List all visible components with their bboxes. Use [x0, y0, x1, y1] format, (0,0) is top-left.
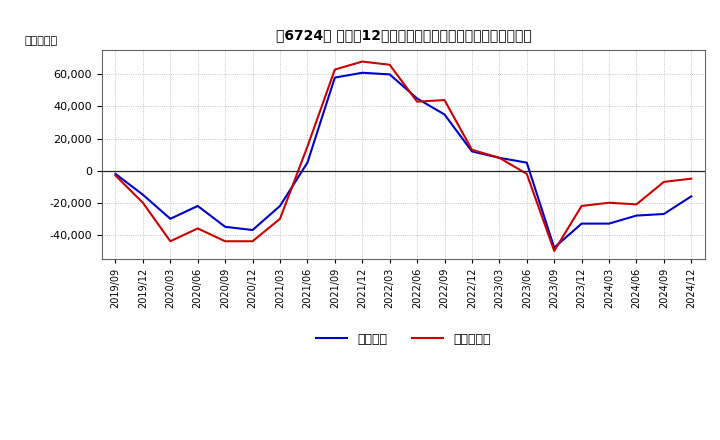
当期純利益	[111, 173, 120, 178]
経常利益	[413, 96, 421, 101]
経常利益	[605, 221, 613, 226]
当期純利益	[632, 202, 641, 207]
経常利益	[111, 171, 120, 176]
当期純利益	[358, 59, 366, 64]
当期純利益	[221, 238, 230, 244]
当期純利益	[138, 200, 147, 205]
当期純利益	[467, 147, 476, 152]
当期純利益	[385, 62, 394, 67]
当期純利益	[303, 144, 312, 149]
経常利益	[166, 216, 175, 221]
Line: 経常利益: 経常利益	[115, 73, 691, 248]
Title: ［6724］ 利益だ12か月移動合計の対前年同期増減額の推移: ［6724］ 利益だ12か月移動合計の対前年同期増減額の推移	[276, 28, 531, 42]
経常利益	[330, 75, 339, 80]
経常利益	[276, 203, 284, 209]
経常利益	[194, 203, 202, 209]
当期純利益	[577, 203, 586, 209]
当期純利益	[248, 238, 257, 244]
当期純利益	[523, 171, 531, 176]
当期純利益	[605, 200, 613, 205]
当期純利益	[166, 238, 175, 244]
当期純利益	[660, 179, 668, 184]
経常利益	[440, 112, 449, 117]
Y-axis label: （百万円）: （百万円）	[25, 36, 58, 46]
当期純利益	[413, 99, 421, 104]
経常利益	[303, 160, 312, 165]
Legend: 経常利益, 当期純利益: 経常利益, 当期純利益	[311, 328, 496, 351]
当期純利益	[440, 97, 449, 103]
当期純利益	[330, 67, 339, 72]
経常利益	[385, 72, 394, 77]
当期純利益	[687, 176, 696, 181]
経常利益	[138, 192, 147, 198]
Line: 当期純利益: 当期純利益	[115, 62, 691, 251]
経常利益	[358, 70, 366, 75]
経常利益	[660, 211, 668, 216]
経常利益	[687, 194, 696, 199]
当期純利益	[495, 155, 504, 161]
経常利益	[248, 227, 257, 233]
当期純利益	[194, 226, 202, 231]
経常利益	[221, 224, 230, 229]
経常利益	[495, 155, 504, 161]
経常利益	[632, 213, 641, 218]
当期純利益	[550, 248, 559, 253]
経常利益	[550, 245, 559, 250]
経常利益	[577, 221, 586, 226]
経常利益	[467, 149, 476, 154]
当期純利益	[276, 216, 284, 221]
経常利益	[523, 160, 531, 165]
